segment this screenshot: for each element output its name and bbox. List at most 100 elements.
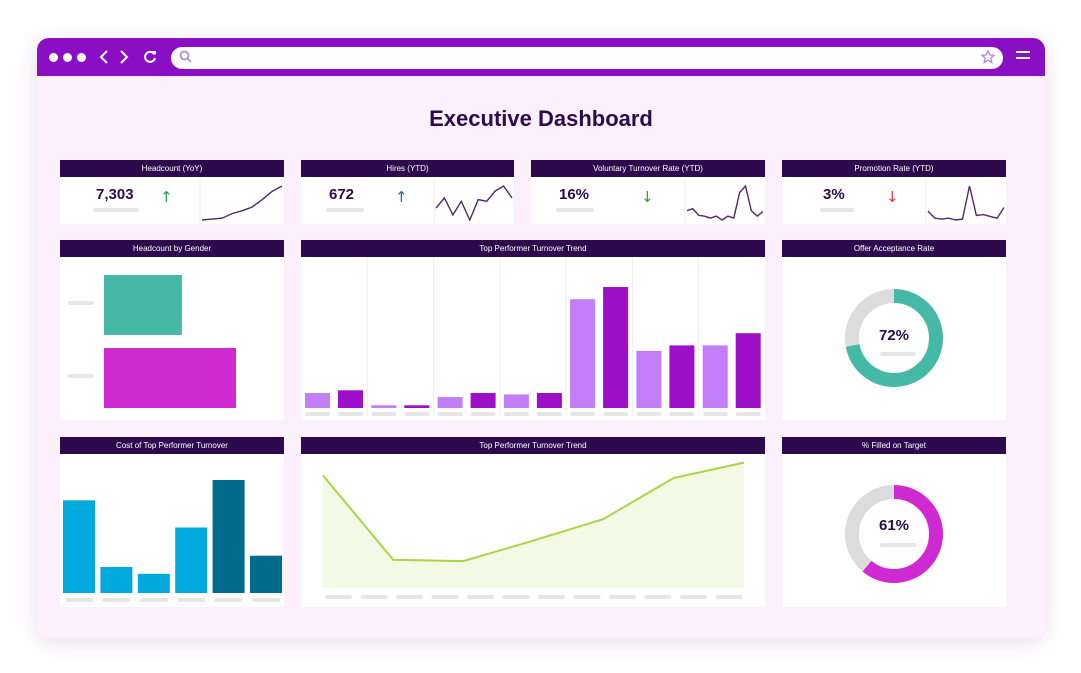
browser-window: Executive Dashboard Headcount (YoY) 7,30… <box>37 38 1045 638</box>
tick-label-placeholder <box>603 412 629 416</box>
tick-label-placeholder <box>636 412 662 416</box>
gender-bar-chart <box>68 275 236 408</box>
turnover-bar <box>404 405 430 408</box>
gender-bar <box>104 275 182 335</box>
filled-target-value: 61% <box>878 517 910 534</box>
menu-icon[interactable] <box>1016 51 1030 61</box>
trend-line <box>322 461 745 563</box>
tick-label-placeholder <box>305 412 330 416</box>
search-icon <box>179 50 192 63</box>
category-label-placeholder <box>68 301 94 305</box>
tick-label-placeholder <box>102 598 131 602</box>
offer-acceptance-donut <box>845 289 943 387</box>
turnover-bar-card[interactable]: Top Performer Turnover Trend <box>301 240 765 420</box>
tick-label-placeholder <box>65 598 93 602</box>
kpi-value: 3% <box>823 186 845 203</box>
card-title: Headcount (YoY) <box>60 160 284 177</box>
kpi-card-headcount[interactable]: Headcount (YoY) 7,303 ↑ <box>60 160 284 224</box>
tick-label-placeholder <box>214 598 243 602</box>
turnover-bar <box>371 405 397 408</box>
placeholder-bar <box>93 208 139 212</box>
tick-label-placeholder <box>702 412 728 416</box>
kpi-card-promotion-rate[interactable]: Promotion Rate (YTD) 3% ↓ <box>782 160 1006 224</box>
tick-label-placeholder <box>467 595 494 599</box>
arrow-down-icon: ↓ <box>886 188 899 206</box>
card-title: Promotion Rate (YTD) <box>782 160 1006 177</box>
donut-segment <box>845 485 943 583</box>
tick-label-placeholder <box>139 598 168 602</box>
cost-bar <box>137 573 170 593</box>
tick-label-placeholder <box>431 595 459 599</box>
tick-label-placeholder <box>735 412 761 416</box>
card-title: Offer Acceptance Rate <box>782 240 1006 257</box>
back-icon[interactable] <box>99 50 109 64</box>
reload-icon[interactable] <box>143 50 157 64</box>
card-title: Cost of Top Performer Turnover <box>60 437 284 454</box>
tick-label-placeholder <box>573 595 601 599</box>
star-icon[interactable] <box>980 49 996 64</box>
donut-segment <box>845 289 943 387</box>
offer-acceptance-card[interactable]: Offer Acceptance Rate 72% <box>782 240 1006 420</box>
kpi-card-voluntary-turnover[interactable]: Voluntary Turnover Rate (YTD) 16% ↓ <box>531 160 765 224</box>
tick-label-placeholder <box>396 595 423 599</box>
turnover-bar <box>669 345 695 408</box>
turnover-bar-chart <box>305 257 761 416</box>
card-title: Top Performer Turnover Trend <box>301 240 765 257</box>
dot-icon <box>49 53 58 62</box>
turnover-bar <box>603 287 629 408</box>
tick-label-placeholder <box>252 598 280 602</box>
cost-chart-card[interactable]: Cost of Top Performer Turnover <box>60 437 284 607</box>
tick-label-placeholder <box>177 598 206 602</box>
area-fill <box>323 462 744 588</box>
sparkline-path <box>686 184 764 221</box>
gender-bar <box>104 348 236 408</box>
placeholder-bar <box>880 543 916 547</box>
gender-chart-card[interactable]: Headcount by Gender <box>60 240 284 420</box>
sparkline-path <box>201 185 283 221</box>
arrow-up-icon: ↑ <box>395 188 408 206</box>
tick-label-placeholder <box>680 595 707 599</box>
forward-icon[interactable] <box>119 50 129 64</box>
tick-label-placeholder <box>503 412 529 416</box>
cost-bar-chart <box>63 464 284 602</box>
kpi-value: 7,303 <box>96 186 134 203</box>
turnover-bar <box>536 393 562 408</box>
kpi-card-hires[interactable]: Hires (YTD) 672 ↑ <box>301 160 514 224</box>
card-title: Top Performer Turnover Trend <box>301 437 765 454</box>
kpi-value: 16% <box>559 186 590 203</box>
turnover-bar <box>437 397 463 408</box>
tick-label-placeholder <box>437 412 463 416</box>
cost-bar <box>175 527 208 593</box>
tick-label-placeholder <box>536 412 562 416</box>
sparkline <box>199 180 283 224</box>
address-bar[interactable] <box>171 47 1003 69</box>
turnover-bar <box>338 390 363 408</box>
tick-label-placeholder <box>371 412 397 416</box>
tick-label-placeholder <box>715 595 743 599</box>
placeholder-bar <box>326 208 364 212</box>
cost-bar <box>250 555 282 593</box>
turnover-bar <box>636 350 662 408</box>
tick-label-placeholder <box>360 595 388 599</box>
tick-label-placeholder <box>470 412 496 416</box>
sparkline-path <box>435 185 513 222</box>
turnover-bar <box>702 345 728 408</box>
turnover-bar <box>470 393 496 408</box>
turnover-area-chart <box>322 461 745 599</box>
turnover-line-card[interactable]: Top Performer Turnover Trend <box>301 437 765 607</box>
category-label-placeholder <box>68 374 94 378</box>
dot-icon <box>77 53 86 62</box>
placeholder-bar <box>556 208 594 212</box>
arrow-down-icon: ↓ <box>641 188 654 206</box>
arrow-up-icon: ↑ <box>160 188 173 206</box>
filled-target-card[interactable]: % Filled on Target 61% <box>782 437 1006 607</box>
tick-label-placeholder <box>338 412 363 416</box>
card-title: % Filled on Target <box>782 437 1006 454</box>
turnover-bar <box>570 299 596 408</box>
sparkline <box>684 180 764 224</box>
tick-label-placeholder <box>502 595 530 599</box>
filled-target-donut <box>845 485 943 583</box>
tick-label-placeholder <box>325 595 352 599</box>
turnover-bar <box>735 333 761 408</box>
turnover-bar <box>503 394 529 408</box>
